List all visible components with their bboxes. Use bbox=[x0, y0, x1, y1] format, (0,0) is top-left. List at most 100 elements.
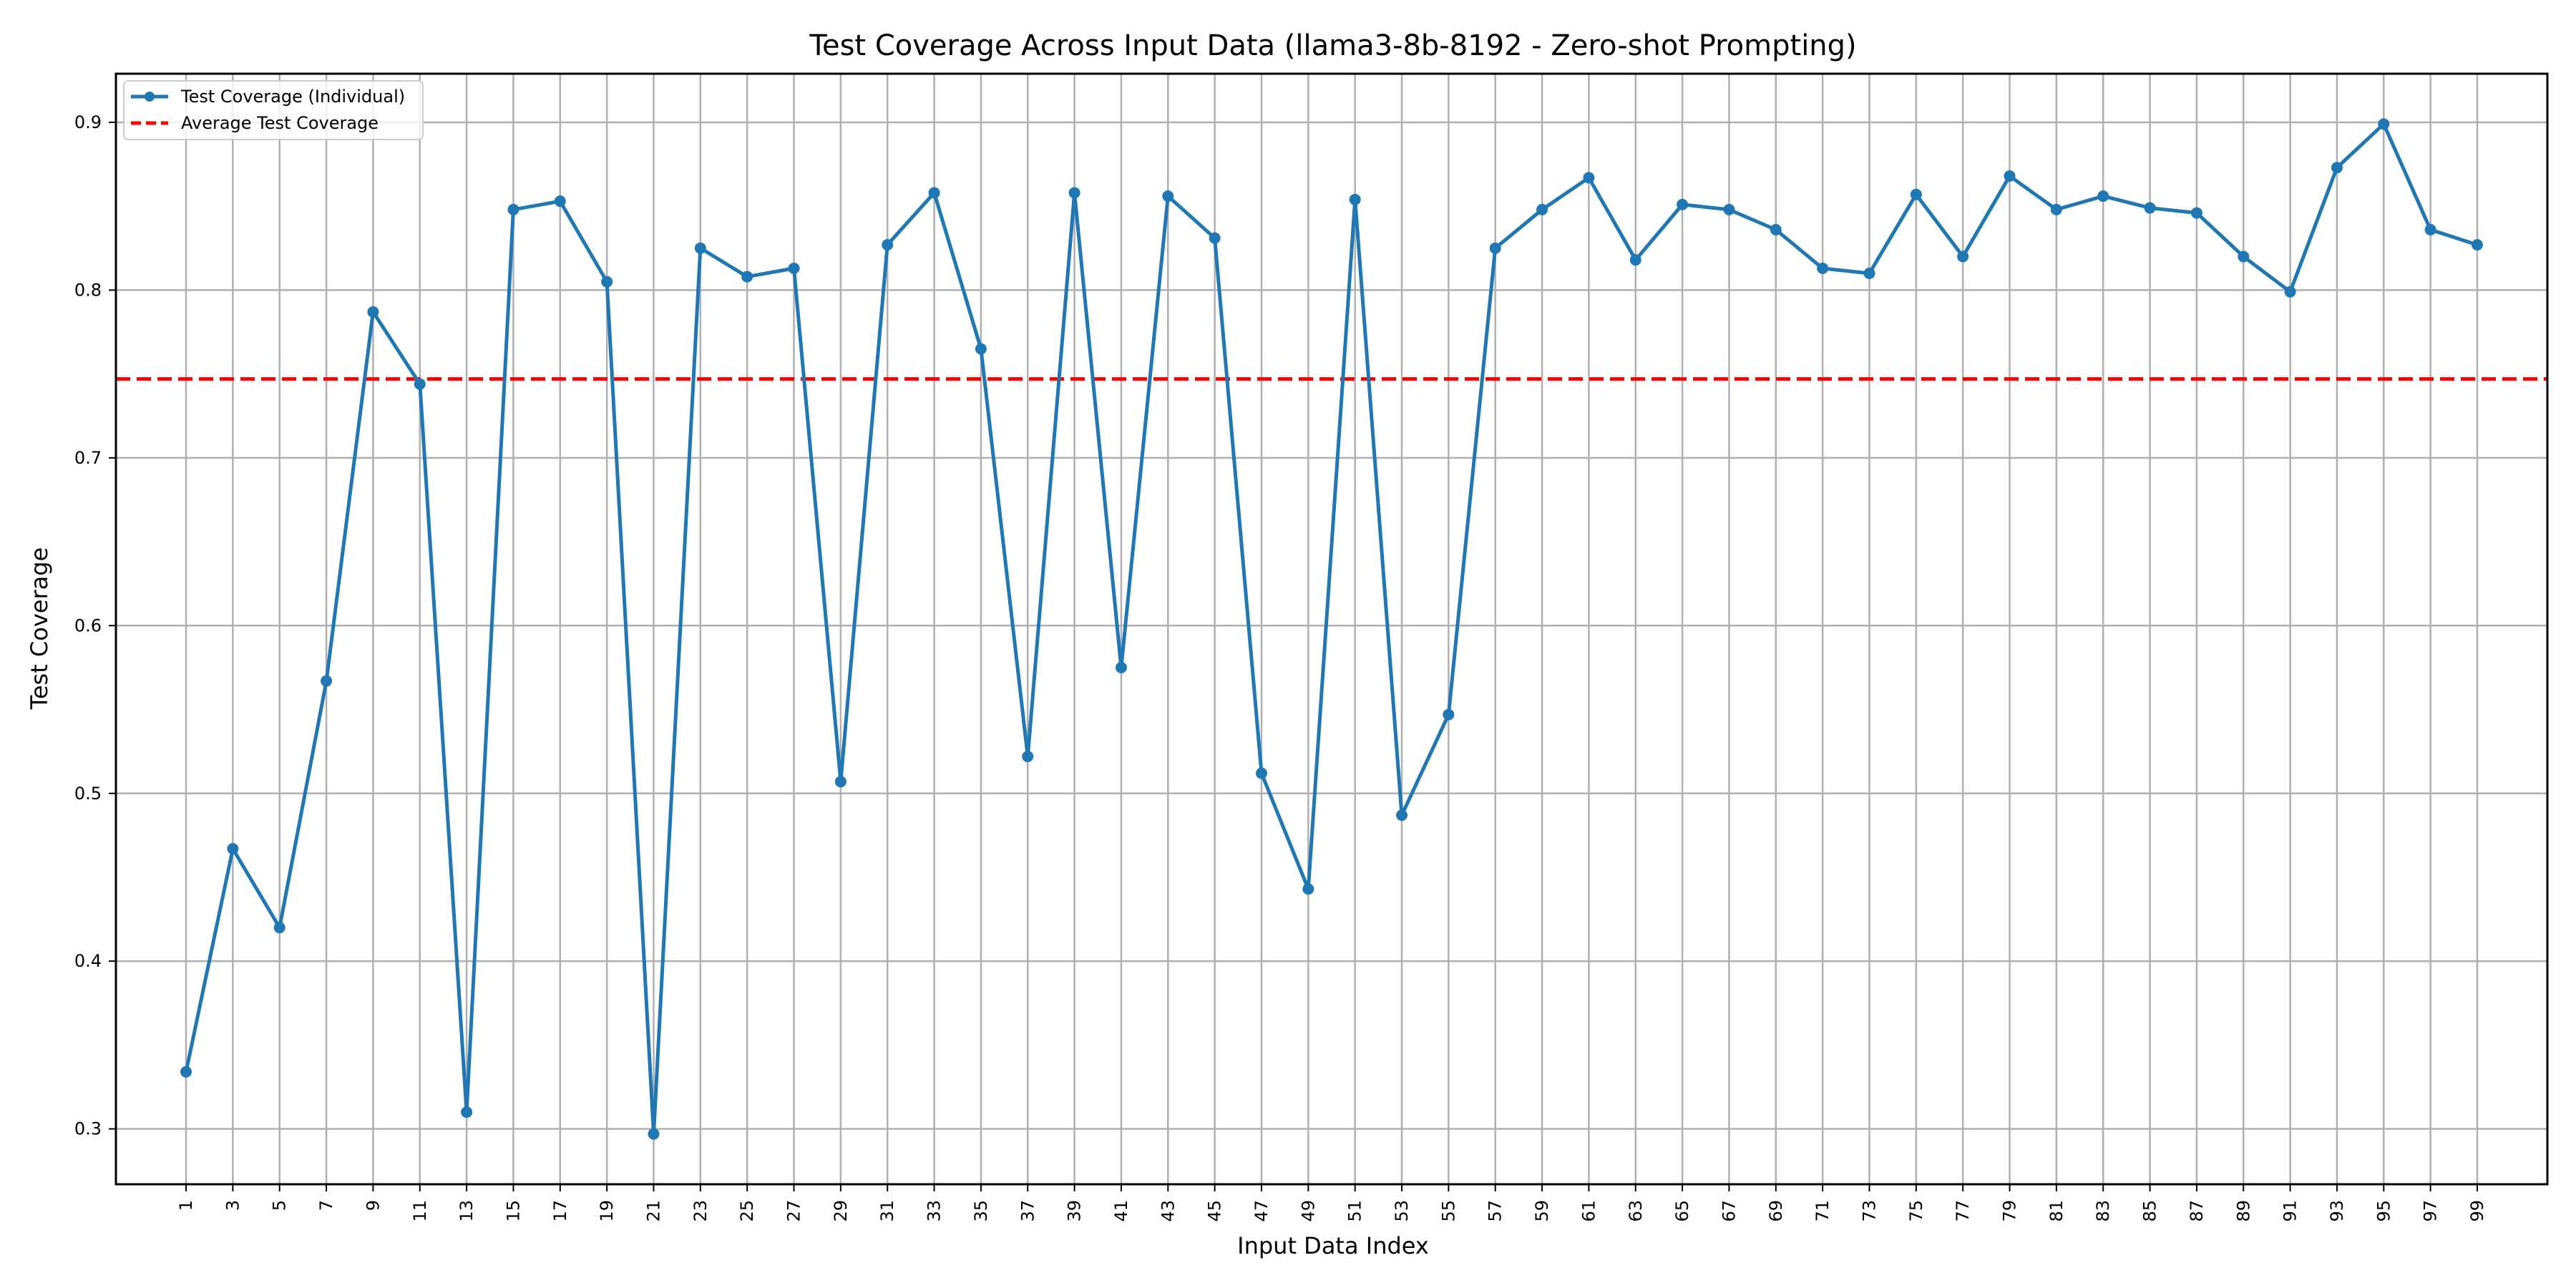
data-point bbox=[788, 262, 800, 274]
legend-marker-dot-individual bbox=[145, 92, 155, 102]
x-tick-label: 29 bbox=[831, 1200, 851, 1222]
x-tick-label: 49 bbox=[1298, 1200, 1318, 1222]
x-tick-label: 63 bbox=[1626, 1200, 1646, 1222]
data-point bbox=[648, 1128, 660, 1140]
x-tick-label: 31 bbox=[877, 1200, 897, 1222]
data-point bbox=[1677, 198, 1689, 210]
data-point bbox=[2144, 202, 2156, 214]
x-ticks: 1 3 5 7 9 11 13 15 17 19 21 23 25 27 29 31 33 35 37 39 41 43 4… bbox=[176, 1184, 2487, 1222]
data-points bbox=[180, 118, 2483, 1140]
y-axis-label: Test Coverage bbox=[26, 547, 53, 711]
x-tick-label: 99 bbox=[2467, 1200, 2487, 1222]
data-point bbox=[1489, 242, 1501, 254]
data-point bbox=[321, 675, 333, 687]
data-point bbox=[2238, 250, 2250, 263]
data-point bbox=[1957, 250, 1969, 263]
x-tick-label: 89 bbox=[2233, 1200, 2253, 1222]
data-point bbox=[1629, 254, 1641, 266]
data-point bbox=[1068, 187, 1080, 199]
x-tick-label: 83 bbox=[2093, 1200, 2113, 1222]
data-point bbox=[367, 306, 379, 318]
data-point bbox=[1349, 193, 1361, 205]
x-tick-label: 77 bbox=[1953, 1200, 1973, 1222]
x-tick-label: 21 bbox=[643, 1200, 663, 1222]
x-tick-label: 67 bbox=[1719, 1200, 1739, 1222]
x-tick-label: 33 bbox=[924, 1200, 945, 1222]
chart-title: Test Coverage Across Input Data (llama3-… bbox=[809, 29, 1856, 62]
x-tick-label: 79 bbox=[2000, 1200, 2020, 1222]
data-point bbox=[694, 242, 706, 254]
x-tick-label: 57 bbox=[1485, 1200, 1506, 1222]
x-tick-label: 95 bbox=[2373, 1200, 2394, 1222]
y-tick-label: 0.7 bbox=[74, 448, 102, 468]
data-point bbox=[1863, 267, 1875, 279]
data-point bbox=[1770, 224, 1782, 236]
y-tick-label: 0.3 bbox=[74, 1119, 102, 1139]
plot-frame bbox=[114, 72, 2549, 1186]
x-tick-label: 47 bbox=[1252, 1200, 1272, 1222]
x-tick-label: 3 bbox=[223, 1200, 243, 1211]
data-point bbox=[2004, 170, 2016, 182]
x-tick-label: 97 bbox=[2421, 1200, 2441, 1222]
data-point bbox=[1910, 188, 1922, 200]
x-tick-label: 51 bbox=[1345, 1200, 1365, 1222]
data-point bbox=[928, 187, 940, 199]
x-tick-label: 25 bbox=[737, 1200, 757, 1222]
x-axis-label: Input Data Index bbox=[1237, 1232, 1429, 1259]
x-tick-label: 5 bbox=[270, 1200, 290, 1211]
data-point bbox=[1022, 751, 1034, 763]
data-point bbox=[1583, 172, 1595, 184]
legend-box bbox=[123, 80, 424, 140]
x-tick-label: 87 bbox=[2187, 1200, 2207, 1222]
data-point bbox=[975, 343, 987, 355]
data-point bbox=[1162, 190, 1174, 203]
x-tick-label: 81 bbox=[2046, 1200, 2067, 1222]
data-point bbox=[2424, 224, 2436, 236]
data-point bbox=[2378, 118, 2390, 130]
data-point bbox=[2284, 286, 2296, 298]
x-tick-label: 85 bbox=[2140, 1200, 2160, 1222]
x-tick-label: 73 bbox=[1859, 1200, 1879, 1222]
data-point bbox=[834, 776, 847, 788]
data-point bbox=[273, 922, 286, 934]
x-tick-label: 53 bbox=[1392, 1200, 1412, 1222]
data-point bbox=[1115, 661, 1127, 673]
legend-label-average: Average Test Coverage bbox=[181, 113, 379, 133]
data-point bbox=[601, 275, 613, 288]
x-tick-label: 9 bbox=[363, 1200, 383, 1211]
y-tick-label: 0.6 bbox=[74, 615, 102, 635]
x-tick-label: 11 bbox=[410, 1200, 430, 1222]
x-tick-label: 71 bbox=[1813, 1200, 1833, 1222]
x-tick-label: 15 bbox=[503, 1200, 523, 1222]
x-tick-label: 1 bbox=[176, 1200, 196, 1211]
data-point bbox=[227, 843, 239, 855]
data-point bbox=[1396, 809, 1408, 821]
y-tick-label: 0.8 bbox=[74, 280, 102, 300]
y-tick-label: 0.9 bbox=[74, 112, 102, 132]
data-point bbox=[1723, 203, 1735, 215]
data-point bbox=[1817, 262, 1829, 274]
data-point bbox=[507, 203, 519, 215]
x-tick-label: 7 bbox=[316, 1200, 336, 1211]
x-tick-label: 27 bbox=[784, 1200, 804, 1222]
x-tick-label: 13 bbox=[457, 1200, 477, 1222]
series-line bbox=[184, 122, 2478, 1136]
x-tick-label: 43 bbox=[1158, 1200, 1178, 1222]
x-tick-label: 55 bbox=[1438, 1200, 1458, 1222]
data-point bbox=[2331, 162, 2343, 174]
data-point bbox=[2050, 203, 2062, 215]
x-tick-label: 65 bbox=[1672, 1200, 1692, 1222]
y-tick-label: 0.4 bbox=[74, 951, 102, 971]
data-point bbox=[882, 239, 894, 251]
data-point bbox=[554, 195, 566, 208]
y-tick-label: 0.5 bbox=[74, 784, 102, 804]
data-point bbox=[2471, 239, 2483, 251]
data-point bbox=[461, 1106, 473, 1118]
x-tick-label: 37 bbox=[1018, 1200, 1038, 1222]
x-tick-label: 75 bbox=[1906, 1200, 1926, 1222]
data-point bbox=[2097, 190, 2109, 203]
y-ticks: 0.3 0.4 0.5 0.6 0.7 0.8 0.9 bbox=[74, 112, 116, 1139]
x-tick-label: 39 bbox=[1065, 1200, 1085, 1222]
